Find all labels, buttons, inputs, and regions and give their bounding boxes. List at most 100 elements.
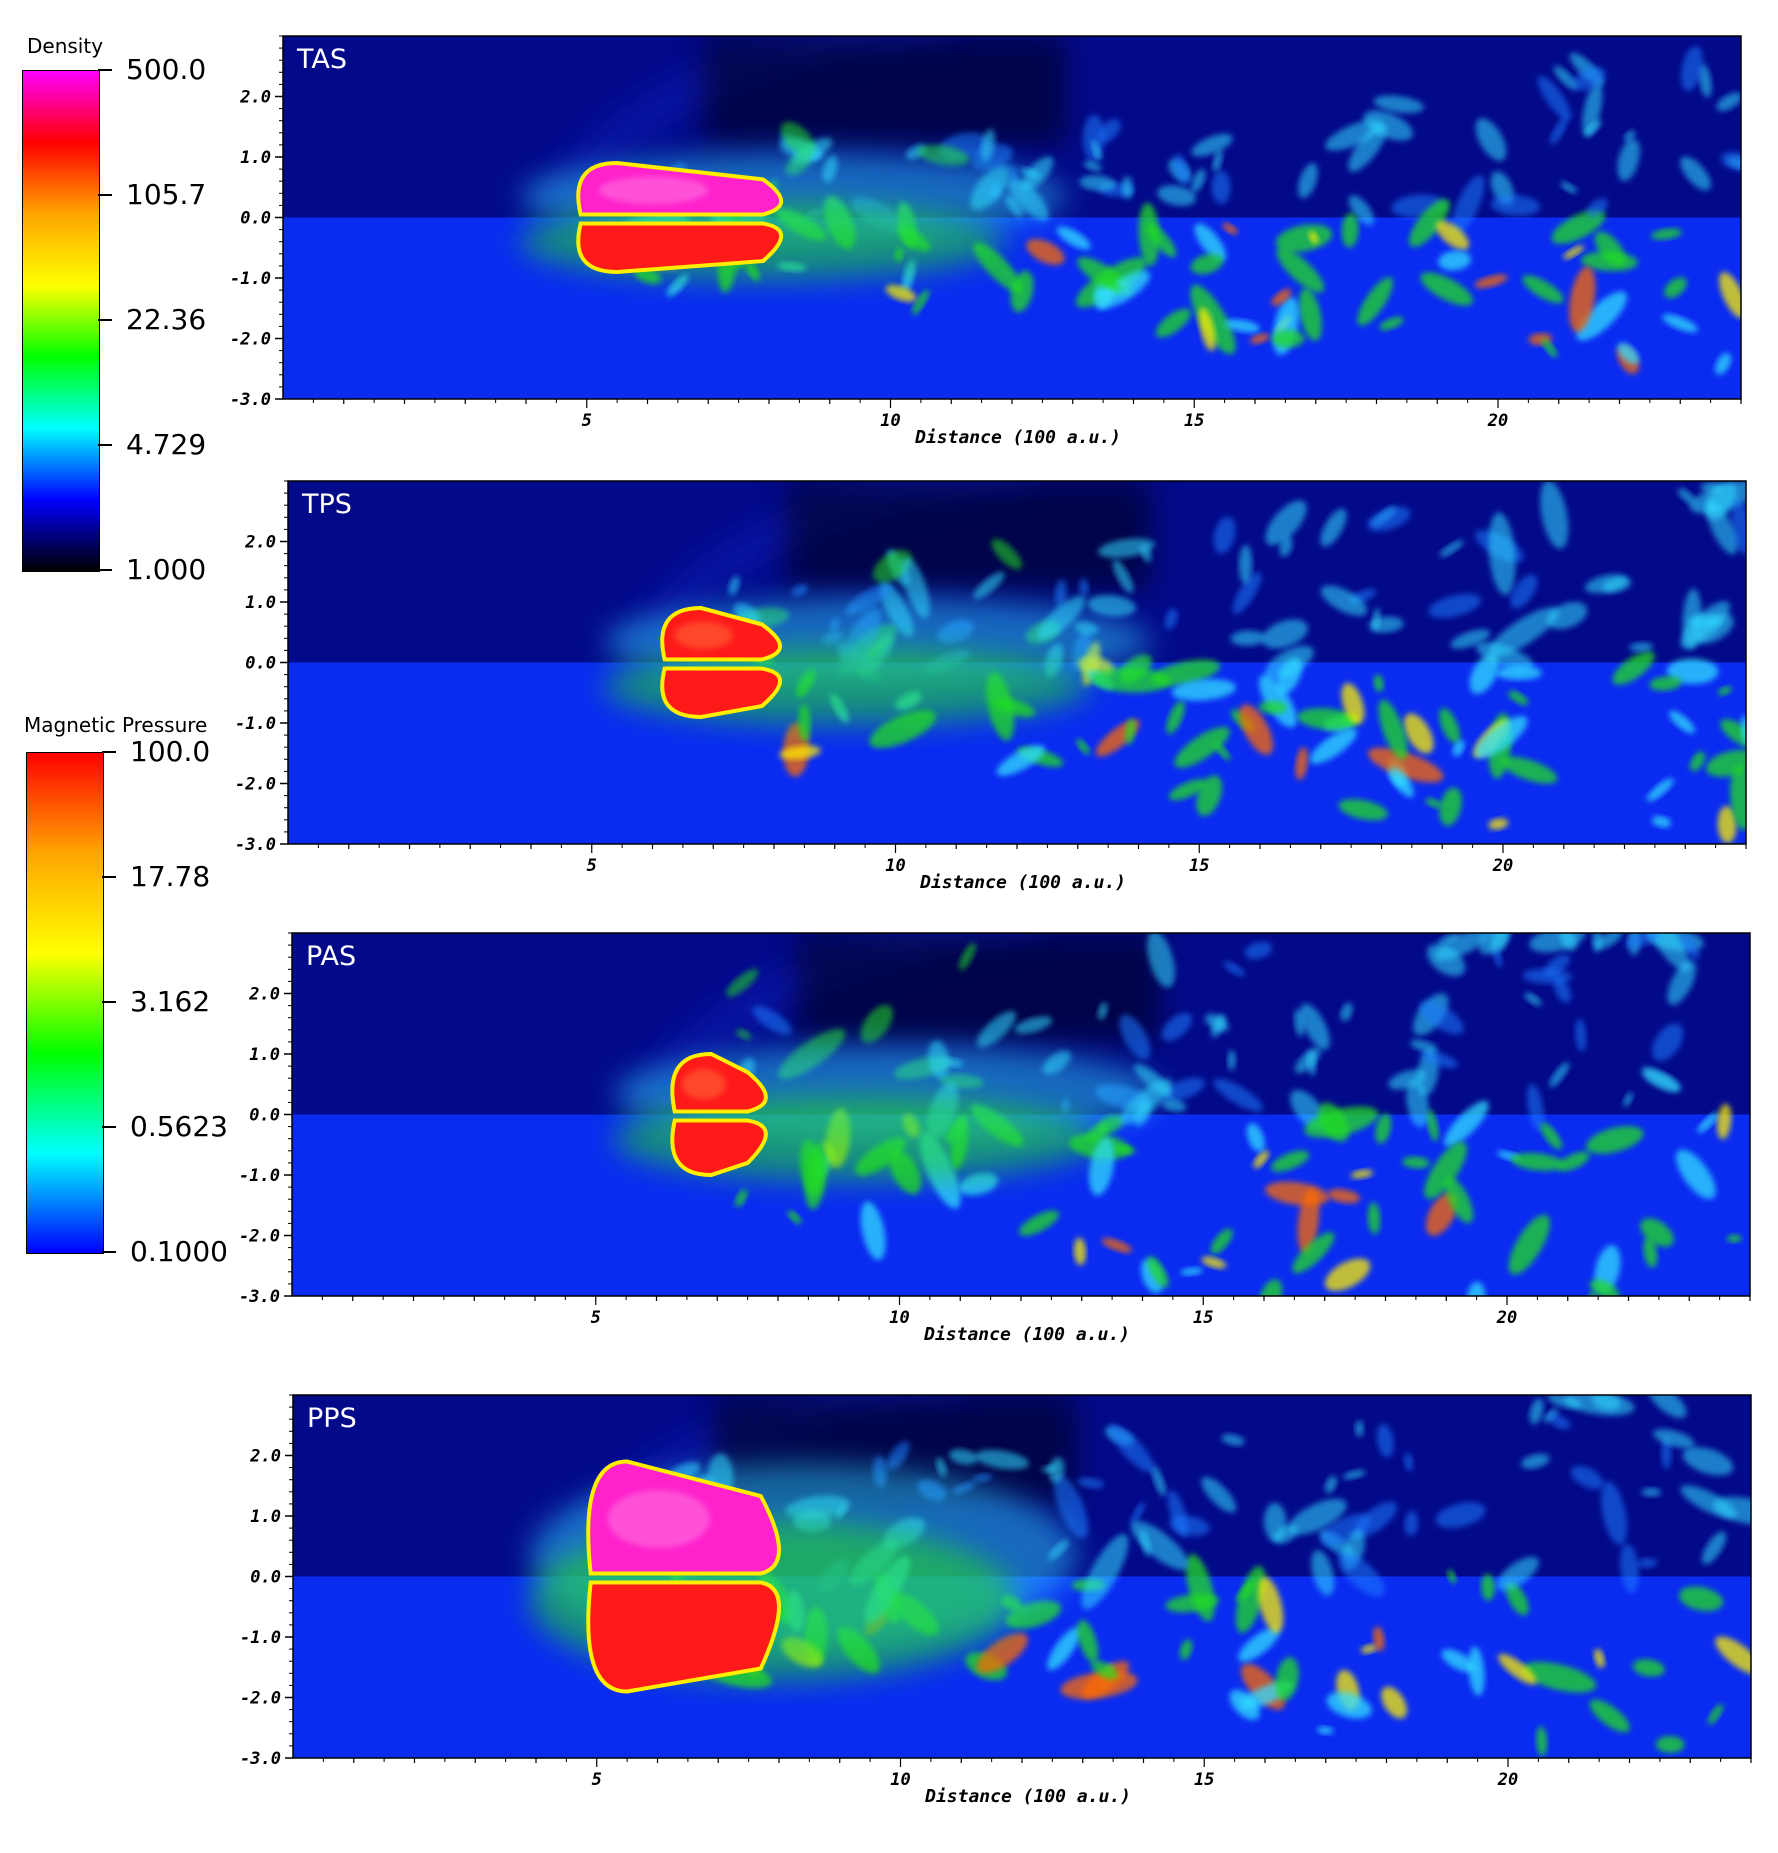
density-blob — [972, 1473, 992, 1482]
density-blob — [1680, 156, 1711, 191]
magnetic-pressure-blob — [1271, 1150, 1310, 1172]
colorbar-tick — [98, 69, 112, 71]
density-blob — [1119, 1014, 1151, 1060]
density-blob — [1641, 1487, 1661, 1497]
y-tick-label: -3.0 — [235, 835, 276, 855]
density-blob — [1337, 1552, 1385, 1597]
magnetic-pressure-blob — [666, 274, 689, 297]
magnetic-pressure-blob — [1073, 1237, 1086, 1266]
density-blob — [1213, 1078, 1264, 1112]
magnetic-pressure-blob — [1198, 307, 1216, 352]
magnetic-pressure-blob — [912, 289, 930, 315]
colorbar-tick-label: 100.0 — [130, 735, 211, 768]
density-blob — [1077, 1477, 1105, 1489]
density-blob — [872, 550, 912, 583]
x-tick-label: 20 — [1487, 411, 1508, 431]
density-blob — [1161, 1098, 1187, 1112]
colorbar-tick — [102, 751, 116, 753]
simulation-panel: PAS 2.0 1.0 0.0 -1.0 -2.0 -3.0 5 10 15 20 Distance … — [239, 932, 1751, 1349]
density-blob — [1623, 1092, 1633, 1107]
magnetic-pressure-blob — [1201, 1256, 1227, 1269]
magnetic-pressure-blob — [1259, 674, 1297, 728]
density-blob — [780, 121, 816, 157]
x-axis-title: Distance (100 a.u.) — [924, 1786, 1131, 1807]
magnetic-pressure-blob — [1669, 710, 1696, 734]
density-blob — [1298, 162, 1318, 199]
density-blob — [887, 1441, 910, 1471]
density-blob — [1624, 933, 1660, 948]
density-blob — [1451, 175, 1485, 236]
density-blob — [1325, 119, 1384, 151]
x-tick-label: 15 — [1193, 1308, 1213, 1328]
density-gradient — [22, 70, 100, 572]
x-tick-label: 10 — [890, 1770, 910, 1790]
magnetic-pressure-blob — [1180, 1267, 1203, 1276]
magnetic-pressure-blob — [1444, 1177, 1474, 1224]
density-blob — [1529, 1398, 1544, 1425]
density-blob — [1098, 118, 1121, 143]
density-blob — [1572, 66, 1606, 91]
magnetic-pressure-blob — [1357, 277, 1393, 326]
colorbar-tick — [102, 1126, 116, 1128]
density-blob — [1130, 1502, 1145, 1525]
magnetic-pressure-blob — [1707, 1704, 1724, 1725]
density-colorbar-title: Density — [27, 34, 104, 58]
magnetic-pressure-blob — [1730, 765, 1746, 831]
core-highlight — [598, 176, 709, 204]
magnetic-pressure-blob — [1403, 713, 1434, 754]
magnetic-pressure-blob — [1338, 799, 1388, 821]
density-blob — [1564, 1395, 1635, 1416]
y-tick-label: -1.0 — [230, 269, 271, 289]
density-blob — [1629, 642, 1653, 652]
density-blob — [1079, 578, 1089, 596]
density-blob — [1079, 175, 1116, 191]
density-blob — [1694, 613, 1734, 644]
magnetic-pressure-blob — [1275, 224, 1333, 253]
magnetic-pressure-blob — [1378, 699, 1408, 760]
x-tick-label: 5 — [592, 1770, 602, 1790]
density-blob — [1121, 176, 1134, 199]
magnetic-pressure-blob — [1253, 1150, 1269, 1169]
density-blob — [1376, 1423, 1394, 1458]
y-tick-label: 1.0 — [245, 593, 276, 613]
density-blob — [1041, 1464, 1057, 1473]
density-blob — [1288, 1498, 1347, 1535]
density-blob — [975, 1449, 1029, 1470]
magnetic-pressure-blob — [1179, 1639, 1193, 1660]
density-blob — [1435, 1502, 1486, 1529]
magnetic-pressure-blob — [1690, 751, 1706, 772]
panel-label: PAS — [306, 941, 356, 972]
density-blob — [1410, 1039, 1438, 1053]
magnetic-pressure-blob — [1327, 1188, 1361, 1204]
density-blob — [1706, 500, 1738, 555]
density-blob — [1343, 1469, 1366, 1480]
density-blob — [1549, 1062, 1570, 1088]
magnetic-pressure-blob — [1717, 1103, 1732, 1140]
magnetic-pressure-blob — [1438, 250, 1472, 271]
density-blob — [1526, 1083, 1545, 1131]
y-tick-label: -2.0 — [235, 775, 276, 795]
magnetic-pressure-blob — [1297, 708, 1358, 730]
magnetic-pressure-blob — [1715, 352, 1732, 375]
magnetic-pressure-blob — [1124, 718, 1136, 745]
density-blob — [1667, 960, 1697, 1006]
magnetic-pressure-blob — [1717, 805, 1737, 844]
density-blob — [1406, 1078, 1429, 1128]
magnetic-pressure-blob — [1350, 1169, 1373, 1179]
magnetic-pressure-blob — [1569, 266, 1596, 333]
magnetic-pressure-blob — [1185, 1554, 1215, 1622]
magnetic-pressure-blob — [1235, 1565, 1266, 1633]
density-blob — [728, 576, 740, 595]
density-blob — [1681, 46, 1703, 91]
y-tick-label: 0.0 — [245, 654, 276, 674]
magnetic-pressure-blob — [1250, 333, 1270, 344]
density-blob — [1700, 481, 1724, 493]
magnetic-pressure-blob — [1652, 815, 1672, 828]
magnetic-pressure-blob — [1585, 1295, 1623, 1349]
magnetic-pressure-blob — [1444, 1100, 1489, 1147]
magnetic-pressure-blob — [1594, 231, 1626, 266]
magnetic-pressure-blob — [1104, 278, 1121, 292]
magnetic-pressure-colorbar-title: Magnetic Pressure — [24, 713, 208, 737]
density-blob — [1548, 1414, 1571, 1430]
density-blob — [1081, 1534, 1129, 1610]
